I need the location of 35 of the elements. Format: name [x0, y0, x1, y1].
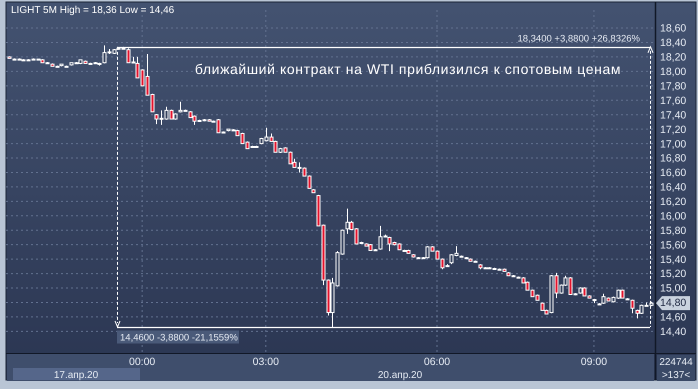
y-tick-label: 18,20: [660, 52, 686, 64]
y-tick-label: 16,40: [660, 182, 686, 194]
y-tick-label: 16,00: [660, 210, 686, 222]
y-tick-label: 17,80: [660, 80, 686, 92]
y-tick-label: 16,20: [660, 196, 686, 208]
text: 224744: [659, 357, 694, 368]
y-tick-label: 17,00: [660, 138, 686, 150]
candlestick: [346, 208, 350, 234]
y-tick-label: 18,00: [660, 66, 686, 78]
y-tick-label: 15,80: [660, 224, 686, 237]
y-tick-label: 17,20: [660, 124, 686, 136]
y-tick-label: 16,60: [660, 167, 686, 180]
x-tick-label: 09:00: [580, 356, 608, 368]
x-tick-label: 06:00: [424, 356, 450, 368]
x-tick-label: 03:00: [252, 356, 280, 368]
y-tick-label: 16,80: [660, 152, 686, 165]
annotation: ближайший контракт на WTI приблизился к спотовым ценам: [194, 61, 622, 77]
y-tick-label: 14,40: [660, 326, 686, 338]
y-tick-label: 15,60: [660, 239, 686, 252]
y-tick-label: 14,60: [660, 312, 686, 324]
y-tick-label: 18,40: [660, 37, 686, 50]
y-tick-label: 15,00: [660, 282, 686, 295]
text: 20.апр.20: [378, 370, 423, 381]
x-tick-label: 00:00: [129, 356, 156, 368]
y-tick-label: 14,80: [660, 297, 686, 310]
ref-line-label: 18,3400 +3,8800 +26,8326%: [517, 34, 641, 44]
legend-label: 14,4600 -3,8800 -21,1559%: [120, 332, 238, 344]
text: >137<: [662, 370, 690, 381]
text: 17.апр.20: [54, 370, 99, 381]
y-tick-label: 17,60: [660, 94, 686, 107]
y-tick-label: 15,40: [660, 254, 686, 266]
y-tick-label: 17,40: [660, 109, 686, 122]
chart-title: LIGHT 5M High = 18,36 Low = 14,46: [11, 5, 175, 16]
y-tick-label: 15,20: [660, 268, 686, 280]
y-tick-label: 18,60: [660, 22, 686, 35]
